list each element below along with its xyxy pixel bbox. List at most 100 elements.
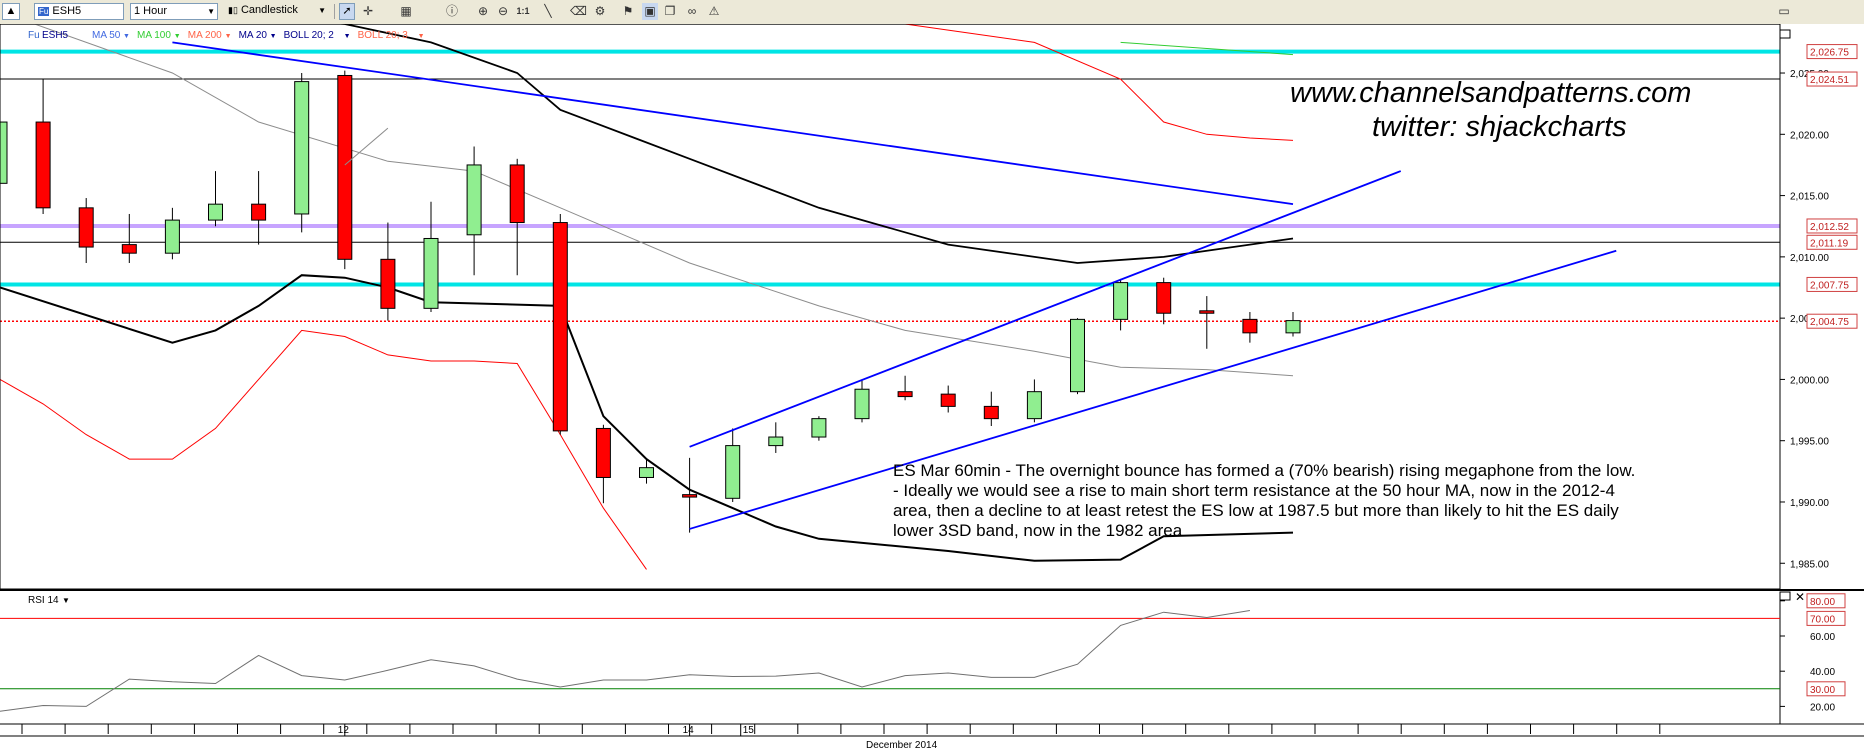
legend: Fu ESH5 MA 50 ▼ MA 100 ▼ MA 200 ▼ MA 20 ▼ BOLL 2… <box>28 30 425 41</box>
annotation-line-1: ES Mar 60min - The overnight bounce has … <box>893 461 1635 480</box>
price-tick-label: 1,985.00 <box>1790 559 1829 570</box>
rsi-marker-label: 70.00 <box>1810 614 1835 625</box>
chevron-down-icon: ▼ <box>270 33 277 40</box>
price-tick-label: 1,995.00 <box>1790 437 1829 448</box>
candle-body <box>0 121 8 184</box>
candle-body <box>595 427 611 478</box>
candle-body <box>552 222 568 432</box>
candle-body <box>1199 310 1215 314</box>
rsi-tick-label: 40.00 <box>1810 667 1835 678</box>
candle-body <box>380 258 396 309</box>
time-axis: 12 14 15 December 2014 <box>0 723 1864 750</box>
candle-body <box>768 436 784 447</box>
symbol-value: ESH5 <box>52 5 82 17</box>
price-marker-box <box>1806 313 1858 329</box>
grid-icon[interactable]: ▦ <box>400 4 412 18</box>
legend-item[interactable]: BOLL 20; 2 <box>284 30 335 41</box>
annotation-line-2: - Ideally we would see a rise to main sh… <box>893 481 1615 500</box>
price-tick-label: 2,020.00 <box>1790 130 1829 141</box>
chevron-down-icon: ▼ <box>207 7 215 16</box>
zoom-in-icon[interactable]: ⊕ <box>477 4 489 18</box>
interval-select[interactable]: 1 Hour ▼ <box>130 3 218 20</box>
restore-window-icon[interactable]: ▭ <box>1778 4 1790 18</box>
candle-body <box>1242 318 1258 334</box>
legend-symbol: ESH5 <box>42 30 69 41</box>
candle-body <box>121 244 137 254</box>
scroll-up-button[interactable]: ▲ <box>2 3 20 20</box>
chart-toolbar: ▲ Fu ESH5 1 Hour ▼ ▮▯ Candlestick ▼ ➚ ✛ … <box>0 0 1864 25</box>
cursor-icon[interactable]: ➚ <box>339 3 355 20</box>
ma20-line <box>1120 41 1294 56</box>
chevron-down-icon: ▼ <box>174 33 181 40</box>
annotation: ES Mar 60min - The overnight bounce has … <box>893 461 1635 540</box>
trendlines <box>172 41 1617 530</box>
chevron-down-icon: ▼ <box>344 33 351 40</box>
alert-icon[interactable]: ⚠ <box>708 4 720 18</box>
trendline-channel-lower <box>689 249 1617 530</box>
maximize-icon[interactable] <box>1779 29 1791 39</box>
copy-icon[interactable]: ❐ <box>664 4 676 18</box>
close-icon[interactable]: ✕ <box>1795 590 1805 604</box>
watermark-twitter: twitter: shjackcharts <box>1372 111 1627 143</box>
snapshot-icon[interactable]: ▣ <box>642 3 658 20</box>
legend-item[interactable]: MA 20 <box>239 30 268 41</box>
trendline-stub <box>344 127 389 166</box>
crosshair-icon[interactable]: ✛ <box>362 4 374 18</box>
candle-body <box>725 445 741 499</box>
candle-body <box>78 207 94 248</box>
chevron-down-icon: ▼ <box>123 33 130 40</box>
price-tick-label: 2,015.00 <box>1790 192 1829 203</box>
time-tick-label: 14 <box>683 725 695 736</box>
maximize-icon[interactable] <box>1779 591 1791 601</box>
candle-body <box>251 203 267 221</box>
eraser-icon[interactable]: ⌫ <box>570 4 587 18</box>
strategy-icon[interactable]: ⚑ <box>622 4 634 18</box>
price-axis: 1,985.001,990.001,995.002,000.002,005.00… <box>1779 24 1864 589</box>
ma200-line <box>33 24 1294 377</box>
chevron-down-icon: ▼ <box>318 6 326 15</box>
link-icon[interactable]: ∞ <box>687 4 697 18</box>
rsi-line <box>0 610 1250 712</box>
candle-body <box>164 219 180 254</box>
candle-body <box>682 494 698 498</box>
line-tool-icon[interactable]: ╲ <box>544 4 552 18</box>
candle-body <box>337 74 353 260</box>
price-marker-box <box>1806 218 1858 234</box>
boll-upper2-line <box>335 24 1294 264</box>
chart-style-select[interactable]: ▮▯ Candlestick ▼ <box>228 3 328 20</box>
candle-body <box>940 393 956 407</box>
legend-item[interactable]: BOLL 20; 3 <box>358 30 409 41</box>
annotation-line-3: area, then a decline to at least retest … <box>893 501 1619 520</box>
rsi-marker-box <box>1806 681 1846 697</box>
rsi-marker-label: 80.00 <box>1810 597 1835 608</box>
candle-body <box>983 405 999 420</box>
candle-body <box>897 391 913 398</box>
zoom-out-icon[interactable]: ⊖ <box>497 4 509 18</box>
interval-value: 1 Hour <box>134 5 168 17</box>
price-tick-label: 2,000.00 <box>1790 375 1829 386</box>
candle-body <box>1113 282 1129 320</box>
candle-body <box>466 164 482 236</box>
rsi-tick-label: 60.00 <box>1810 632 1835 643</box>
one-to-one-icon[interactable]: 1:1 <box>516 6 530 16</box>
price-tick-label: 2,010.00 <box>1790 253 1829 264</box>
info-icon[interactable]: ⓘ <box>445 4 458 18</box>
symbol-input[interactable]: Fu ESH5 <box>34 3 124 20</box>
chart-canvas[interactable]: 1,985.001,990.001,995.002,000.002,005.00… <box>0 24 1864 750</box>
rsi-grid <box>0 592 1781 724</box>
chevron-down-icon[interactable]: ▼ <box>62 596 70 605</box>
legend-item[interactable]: MA 100 <box>137 30 171 41</box>
price-marker-box <box>1806 71 1858 87</box>
price-marker-label: 2,026.75 <box>1810 48 1849 59</box>
legend-item[interactable]: MA 50 <box>92 30 121 41</box>
annotation-line-4: lower 3SD band, now in the 1982 area <box>893 521 1183 540</box>
indicators-icon[interactable]: ⚙ <box>594 4 606 18</box>
candle-body <box>811 418 827 438</box>
price-marker-label: 2,004.75 <box>1810 317 1849 328</box>
candlestick-icon: ▮▯ <box>228 5 238 15</box>
time-tick-label: 15 <box>743 725 755 736</box>
price-axis-bg <box>1780 24 1864 589</box>
legend-item[interactable]: MA 200 <box>188 30 222 41</box>
boll-lower-line <box>0 329 647 570</box>
price-marker-label: 2,012.52 <box>1810 222 1849 233</box>
